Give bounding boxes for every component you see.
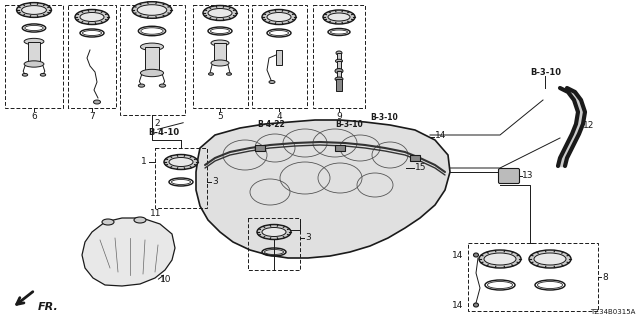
Bar: [313, 5, 365, 108]
Ellipse shape: [159, 84, 166, 87]
Bar: [337, 53, 341, 61]
Bar: [276, 50, 282, 65]
Ellipse shape: [336, 51, 342, 55]
Bar: [248, 218, 300, 270]
Bar: [68, 5, 116, 108]
Text: 5: 5: [217, 112, 223, 121]
Text: TZ34B0315A: TZ34B0315A: [589, 309, 635, 315]
Text: 3: 3: [305, 234, 311, 243]
Text: 11: 11: [150, 209, 161, 218]
Ellipse shape: [80, 12, 104, 21]
Ellipse shape: [164, 155, 198, 170]
Ellipse shape: [335, 77, 343, 81]
Ellipse shape: [134, 217, 146, 223]
Bar: [336, 79, 342, 91]
Ellipse shape: [262, 10, 296, 25]
Bar: [255, 145, 265, 151]
Ellipse shape: [102, 219, 114, 225]
Bar: [410, 155, 420, 161]
Ellipse shape: [138, 84, 145, 87]
Ellipse shape: [474, 253, 479, 257]
Ellipse shape: [140, 69, 164, 77]
Ellipse shape: [22, 6, 47, 14]
Ellipse shape: [328, 13, 350, 21]
Text: B-3-10: B-3-10: [335, 120, 363, 129]
Text: 14: 14: [452, 300, 463, 309]
Ellipse shape: [474, 303, 479, 307]
Polygon shape: [82, 218, 175, 286]
Ellipse shape: [203, 5, 237, 20]
Ellipse shape: [75, 10, 109, 25]
Ellipse shape: [227, 73, 232, 75]
Ellipse shape: [534, 253, 566, 265]
Bar: [337, 61, 341, 71]
Text: 14: 14: [452, 251, 463, 260]
Ellipse shape: [137, 5, 167, 15]
Ellipse shape: [323, 10, 355, 24]
Bar: [252, 5, 307, 108]
Ellipse shape: [169, 157, 193, 166]
Ellipse shape: [267, 12, 291, 21]
Ellipse shape: [132, 2, 172, 18]
Bar: [468, 243, 598, 311]
Bar: [5, 5, 63, 108]
Text: 8: 8: [602, 273, 608, 282]
Ellipse shape: [17, 3, 51, 17]
Text: 4: 4: [276, 112, 282, 121]
Text: B-3-10: B-3-10: [370, 114, 397, 123]
Ellipse shape: [479, 250, 521, 268]
Ellipse shape: [211, 60, 229, 66]
Ellipse shape: [262, 228, 286, 236]
Text: 15: 15: [415, 164, 426, 172]
Text: FR.: FR.: [38, 302, 59, 312]
Ellipse shape: [24, 38, 44, 45]
Bar: [214, 43, 226, 63]
Bar: [145, 47, 159, 73]
Ellipse shape: [93, 100, 100, 104]
Text: 3: 3: [212, 178, 218, 187]
Bar: [335, 145, 345, 151]
Ellipse shape: [211, 40, 229, 46]
Text: 13: 13: [522, 172, 534, 180]
Ellipse shape: [24, 61, 44, 67]
Bar: [155, 148, 207, 208]
Ellipse shape: [335, 68, 343, 74]
Text: 14: 14: [435, 131, 446, 140]
FancyBboxPatch shape: [499, 169, 520, 183]
Text: B-4-22: B-4-22: [257, 120, 285, 129]
Ellipse shape: [209, 73, 214, 75]
Ellipse shape: [140, 43, 164, 51]
Text: 2: 2: [154, 119, 160, 128]
Text: B-4-10: B-4-10: [148, 128, 179, 137]
Bar: [28, 42, 40, 64]
Ellipse shape: [269, 81, 275, 84]
Ellipse shape: [335, 59, 342, 63]
Ellipse shape: [484, 253, 516, 265]
Text: 9: 9: [336, 112, 342, 121]
Ellipse shape: [40, 74, 45, 76]
Text: 6: 6: [31, 112, 37, 121]
Text: 10: 10: [160, 276, 172, 284]
Text: 7: 7: [89, 112, 95, 121]
Ellipse shape: [208, 9, 232, 18]
Text: 12: 12: [583, 121, 595, 130]
Ellipse shape: [529, 250, 571, 268]
Bar: [193, 5, 248, 108]
Ellipse shape: [257, 225, 291, 239]
Text: 1: 1: [141, 157, 147, 166]
Bar: [337, 71, 341, 79]
Text: B-3-10: B-3-10: [530, 68, 561, 77]
Bar: [120, 5, 185, 115]
Ellipse shape: [22, 74, 28, 76]
Polygon shape: [196, 120, 450, 258]
